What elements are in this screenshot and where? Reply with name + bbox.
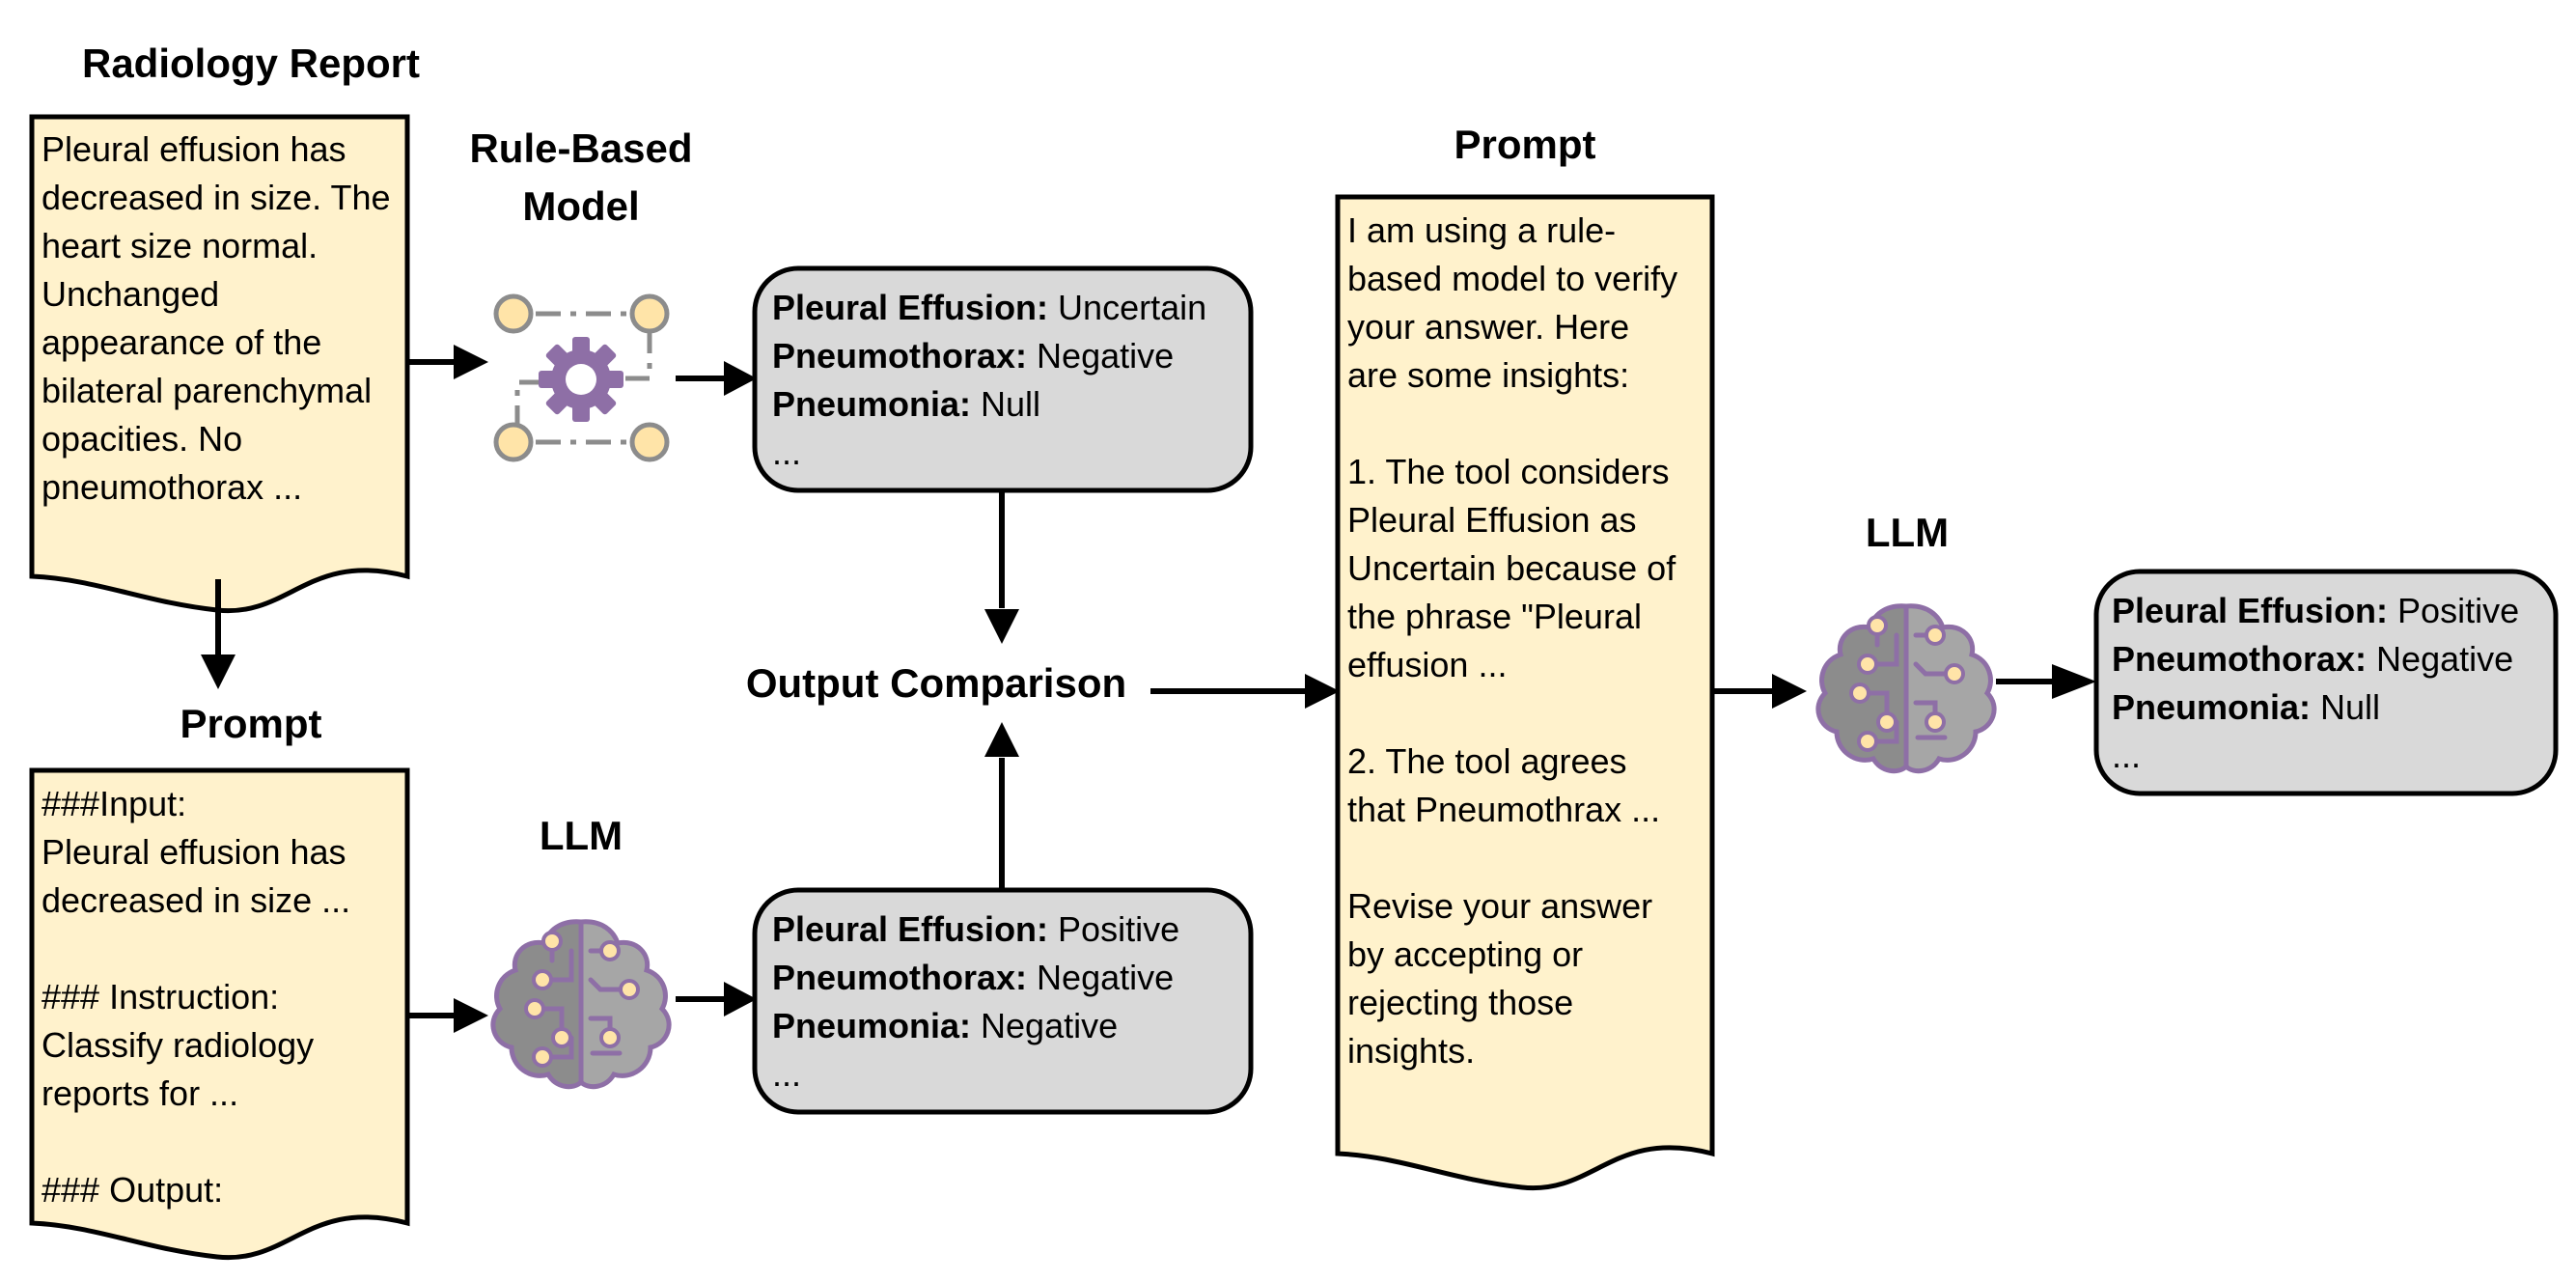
llm-output-row: ... [772,1054,802,1094]
output-comparison-heading: Output Comparison [745,660,1127,706]
rule-based-heading-line2: Model [522,183,640,229]
prompt-right-document [1335,194,1715,1191]
final-output-box [2093,569,2559,796]
prompt-left-document [29,767,410,1261]
rule-based-heading-line1: Rule-Based [469,125,693,171]
llm-left-heading: LLM [539,813,623,858]
final-output-row: Pleural Effusion: Positive [2112,591,2520,630]
final-output-text: Pleural Effusion: Positive Pneumothorax:… [2112,587,2556,780]
llm-output-text: Pleural Effusion: Positive Pneumothorax:… [772,905,1245,1099]
llm-output-row: Pneumonia: Negative [772,1006,1119,1045]
rule-output-row: Pneumonia: Null [772,384,1041,424]
arrowheads [201,345,2096,1033]
prompt-right-heading: Prompt [1454,122,1596,167]
llm-right-heading: LLM [1865,510,1950,555]
brain-circuit-icon-right [1818,606,1994,771]
prompt-left-heading: Prompt [180,701,322,746]
llm-output-row: Pleural Effusion: Positive [772,909,1180,949]
rule-output-text: Pleural Effusion: Uncertain Pneumothorax… [772,284,1245,477]
gear-network-icon [493,293,670,462]
rule-output-row: Pleural Effusion: Uncertain [772,288,1207,327]
radiology-report-heading: Radiology Report [81,41,420,86]
arrows [215,359,2054,1018]
radiology-report-text: Pleural effusion has decreased in size. … [42,129,391,507]
final-output-row: Pneumonia: Null [2112,687,2381,727]
prompt-left-text: ###Input: Pleural effusion has decreased… [42,784,351,1210]
brain-circuit-icon-left [493,922,669,1087]
final-output-row: Pneumothorax: Negative [2112,639,2514,679]
prompt-right-text: I am using a rule- based model to verify… [1347,210,1678,1071]
llm-output-row: Pneumothorax: Negative [772,958,1175,997]
final-output-row: ... [2112,736,2142,775]
rule-output-row: Pneumothorax: Negative [772,336,1175,376]
rule-output-row: ... [772,432,802,472]
